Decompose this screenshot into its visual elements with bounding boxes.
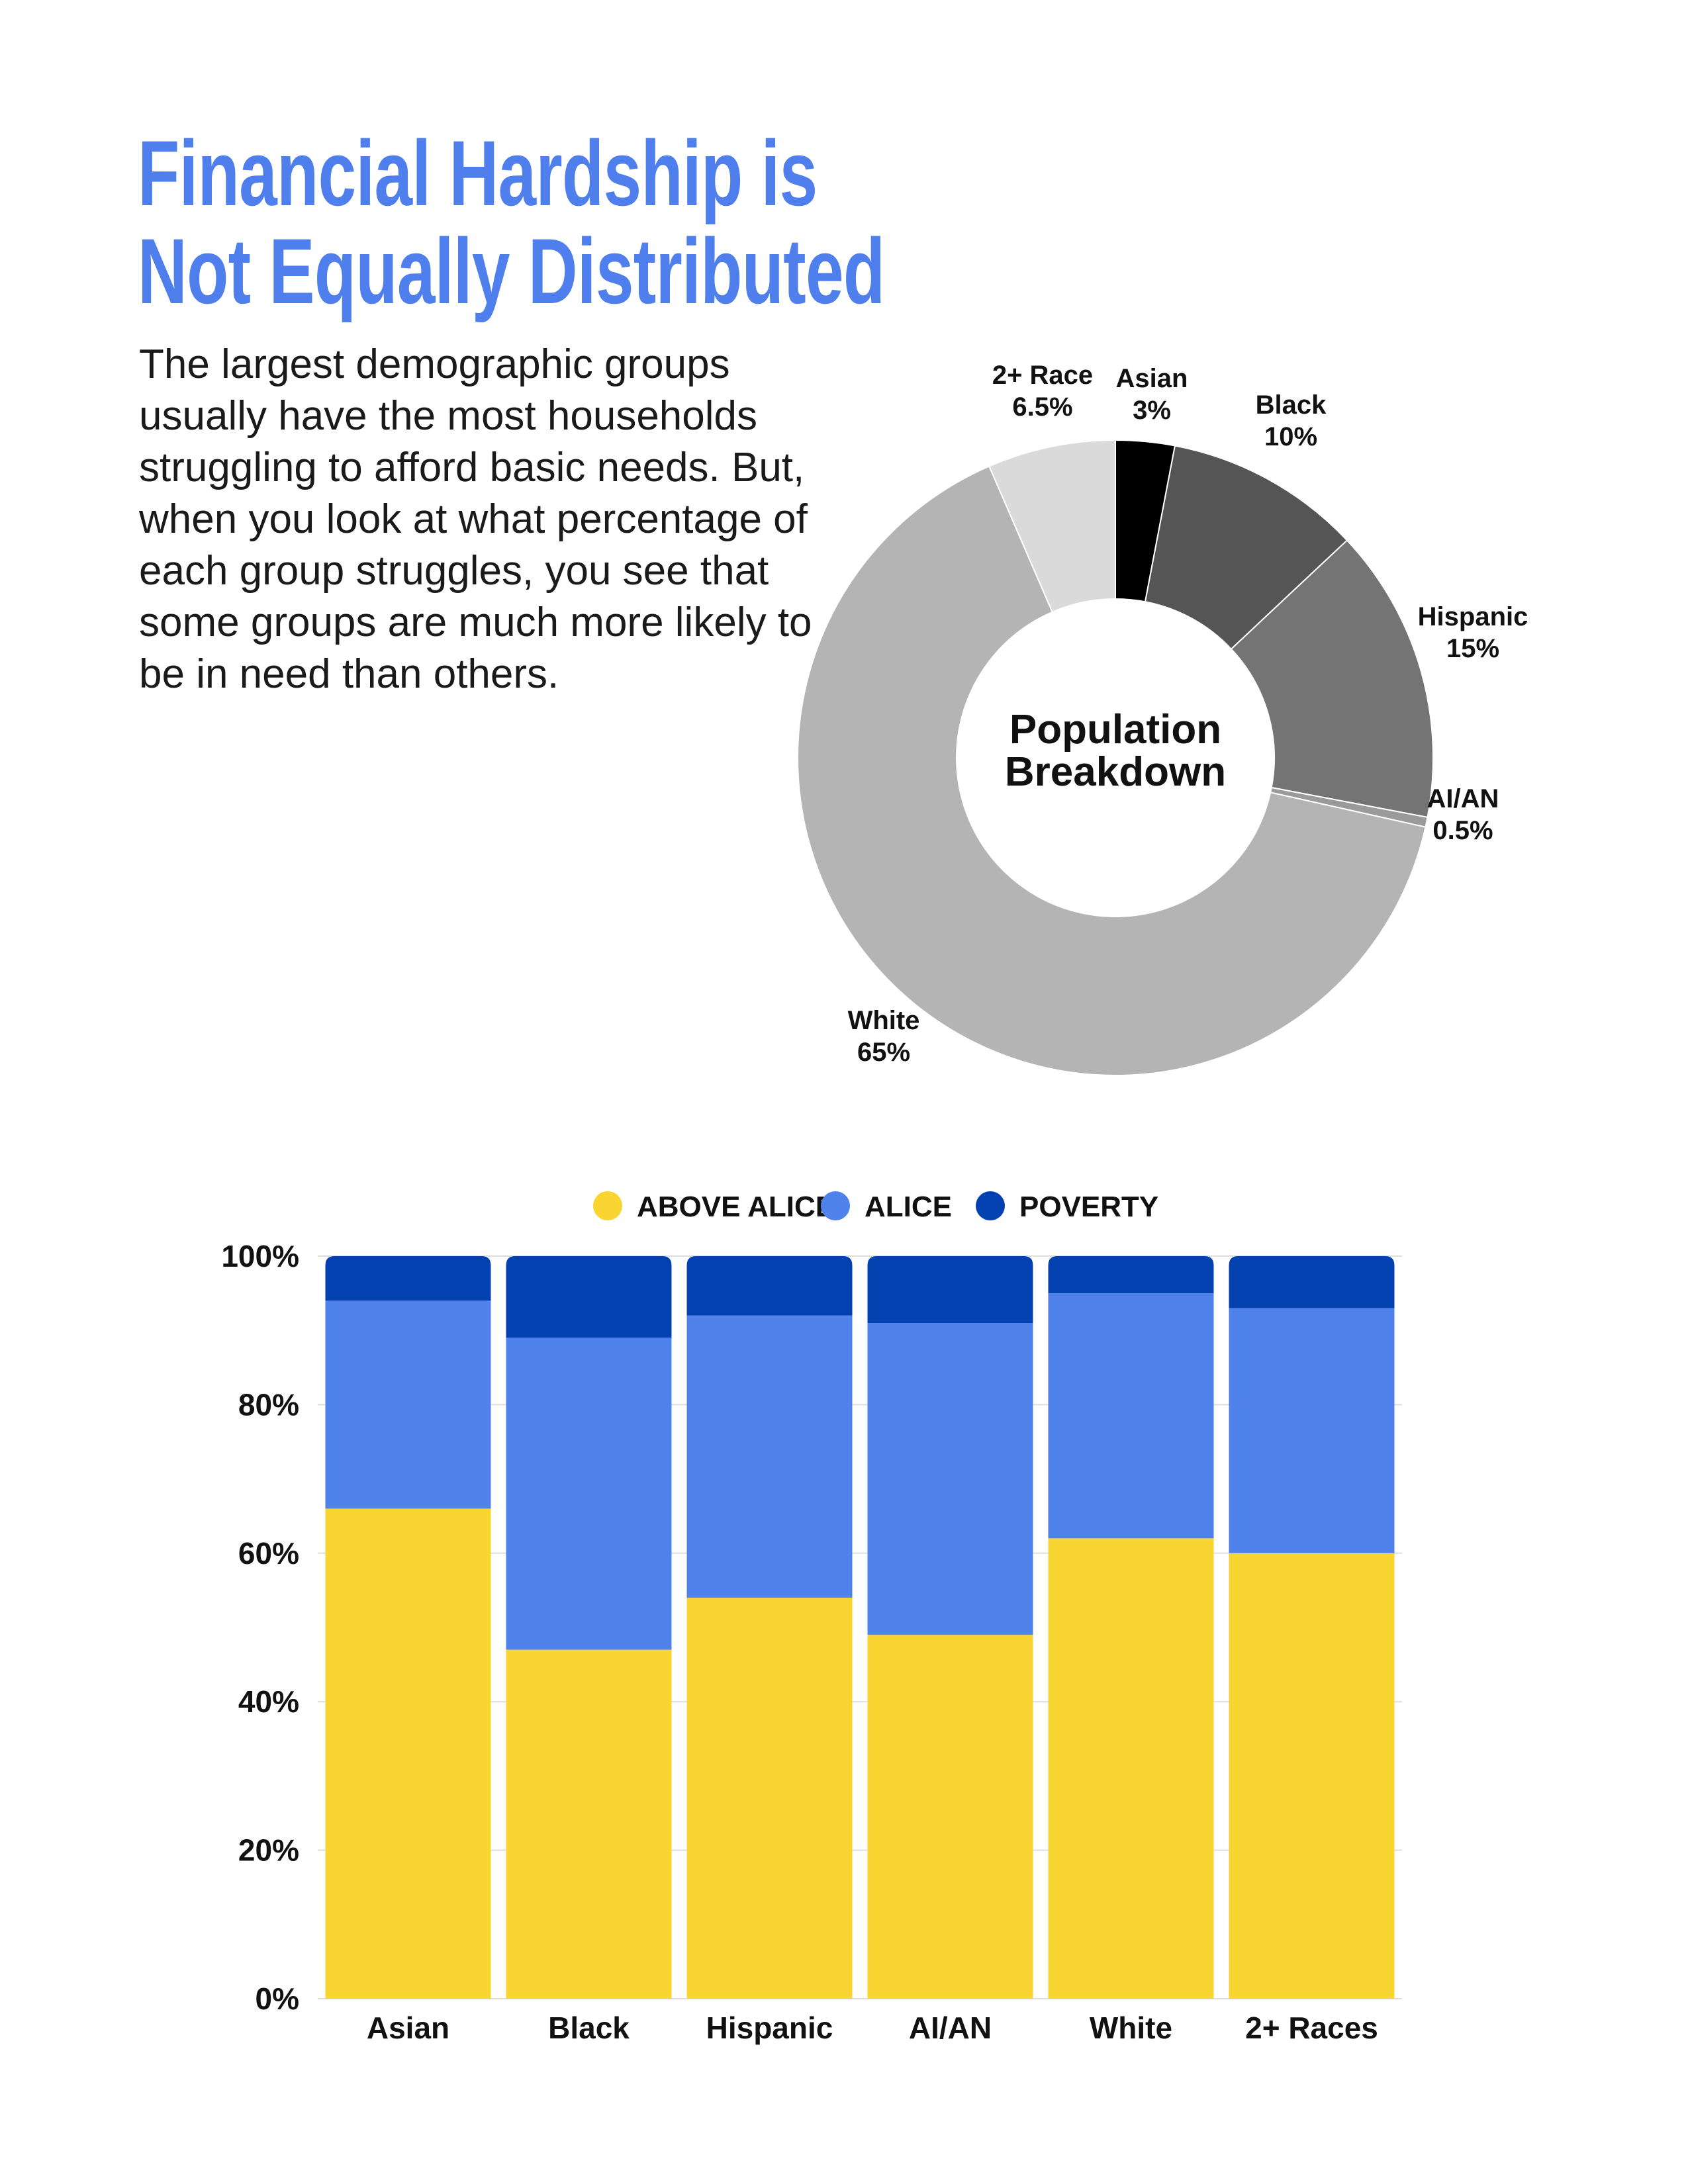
bar-segment-alice-ai-an: [867, 1322, 1033, 1635]
bar-segment-above_alice-asian: [325, 1508, 491, 1999]
bar-segment-above_alice-2-races: [1229, 1553, 1395, 1999]
x-tick-label: Asian: [367, 2011, 449, 2045]
donut-slice-black: [1144, 445, 1348, 651]
bar-group-asian: [325, 1256, 491, 1999]
legend-swatch-above_alice: [593, 1191, 622, 1220]
slice-label-white: White: [848, 1006, 920, 1035]
y-tick-label: 0%: [256, 1981, 299, 2016]
bar-segment-above_alice-black: [506, 1649, 672, 1999]
bar-segment-poverty-white: [1048, 1256, 1214, 1294]
slice-value-2-race: 6.5%: [1012, 392, 1072, 422]
x-tick-label: 2+ Races: [1245, 2011, 1378, 2045]
bar-group-white: [1048, 1256, 1214, 1999]
bar-segment-above_alice-ai-an: [867, 1635, 1033, 1999]
x-tick-label: Hispanic: [706, 2011, 833, 2045]
donut-center-label-line-1: Population: [1009, 707, 1221, 752]
chart-legend: ABOVE ALICE ALICE POVERTY: [593, 1191, 1158, 1223]
slice-value-black: 10%: [1264, 422, 1317, 451]
legend-label-alice: ALICE: [865, 1191, 952, 1223]
bar-segment-alice-hispanic: [686, 1315, 853, 1598]
bar-group-hispanic: [686, 1256, 853, 1999]
slice-value-asian: 3%: [1133, 396, 1171, 425]
slice-value-white: 65%: [857, 1038, 910, 1067]
bar-segment-above_alice-white: [1048, 1538, 1214, 1999]
slice-label-hispanic: Hispanic: [1418, 602, 1528, 631]
slice-value-hispanic: 15%: [1446, 634, 1499, 663]
donut-slice-white: [797, 465, 1427, 1076]
y-tick-label: 100%: [221, 1239, 299, 1273]
bar-segment-poverty-hispanic: [686, 1256, 853, 1316]
bar-segment-poverty-ai-an: [867, 1256, 1033, 1323]
donut-slice-2-race: [988, 439, 1116, 614]
page-title: Financial Hardship is Not Equally Distri…: [138, 121, 885, 323]
bar-segment-alice-black: [506, 1338, 672, 1650]
legend-label-poverty: POVERTY: [1019, 1191, 1158, 1223]
slice-label-2-race: 2+ Race: [992, 361, 1093, 390]
slice-label-black: Black: [1256, 390, 1327, 420]
bar-group-2-races: [1229, 1256, 1395, 1999]
bar-segment-poverty-asian: [325, 1256, 491, 1301]
y-tick-label: 80%: [238, 1387, 299, 1422]
x-tick-label: Black: [548, 2011, 630, 2045]
bar-segment-above_alice-hispanic: [686, 1598, 853, 1999]
intro-paragraph: The largest demographic groups usually h…: [139, 341, 812, 697]
bar-segment-alice-asian: [325, 1300, 491, 1509]
slice-label-asian: Asian: [1116, 364, 1188, 393]
y-tick-label: 60%: [238, 1536, 299, 1570]
bar-segment-alice-white: [1048, 1293, 1214, 1539]
y-tick-label: 20%: [238, 1833, 299, 1868]
bar-group-black: [506, 1256, 672, 1999]
y-tick-label: 40%: [238, 1684, 299, 1719]
legend-swatch-poverty: [976, 1191, 1005, 1220]
slice-value-ai-an: 0.5%: [1432, 816, 1493, 845]
legend-label-above_alice: ABOVE ALICE: [637, 1191, 835, 1223]
title-line-1: Financial Hardship is: [138, 121, 818, 225]
x-tick-label: White: [1090, 2011, 1172, 2045]
slice-label-ai-an: AI/AN: [1427, 784, 1499, 813]
bar-segment-alice-2-races: [1229, 1308, 1395, 1553]
bar-segment-poverty-2-races: [1229, 1256, 1395, 1308]
donut-slice-hispanic: [1230, 539, 1434, 819]
bar-group-ai-an: [867, 1256, 1033, 1999]
title-line-2: Not Equally Distributed: [138, 219, 885, 323]
x-tick-label: AI/AN: [909, 2011, 992, 2045]
bar-segment-poverty-black: [506, 1256, 672, 1338]
donut-center-label-line-2: Breakdown: [1005, 749, 1226, 795]
legend-swatch-alice: [821, 1191, 850, 1220]
